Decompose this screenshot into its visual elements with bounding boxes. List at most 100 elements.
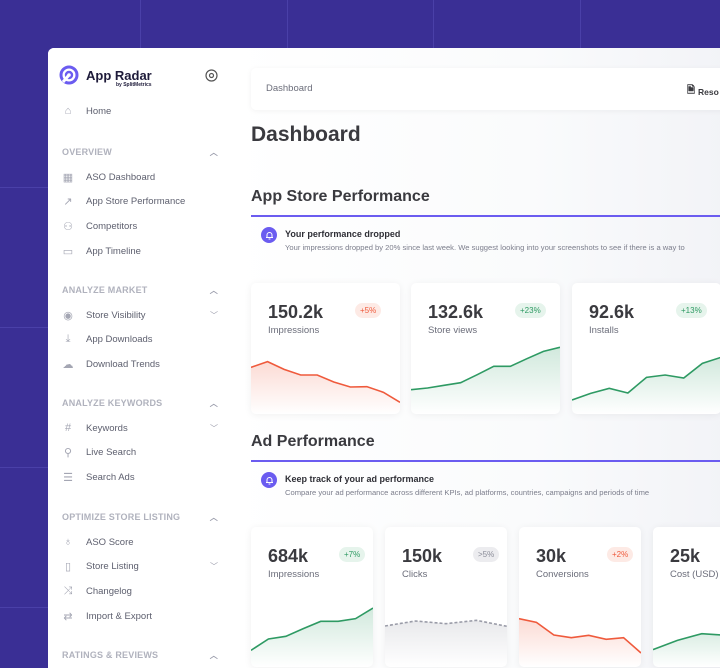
bell-icon [261,227,277,243]
metric-card[interactable]: 30k Conversions +2% [519,527,641,667]
sparkline-line [251,360,400,404]
sidebar-item[interactable]: ◉ Store Visibility ﹀ [62,309,218,322]
change-badge: +2% [607,547,634,562]
change-badge: +7% [339,547,366,562]
sparkline-chart [251,360,400,414]
breadcrumb-bar: Dashboard 🗎 Reso [251,68,720,110]
sparkline-line [519,617,641,654]
sidebar-item[interactable]: ♁ ASO Score [62,536,218,548]
sidebar-section-header[interactable]: OVERVIEW ︿ [62,147,218,158]
chevron-down-icon[interactable]: ﹀ [210,310,218,320]
sparkline-area [653,633,720,667]
metric-value: 30k [536,546,567,566]
clipboard-icon: ▯ [64,561,72,574]
change-badge: +5% [355,303,382,318]
sparkline-area [572,357,720,414]
resources-label: Reso [698,86,719,97]
metric-card[interactable]: 92.6k Installs +13% [572,283,720,414]
sidebar-item-home[interactable]: ⌂ Home [62,105,218,117]
sidebar-item[interactable]: ☰ Search Ads [62,471,218,484]
sparkline-area [251,361,400,414]
grid-icon: ▦ [62,171,74,184]
sidebar-item[interactable]: ▭ App Timeline [62,245,218,258]
sidebar-item-label: Download Trends [86,358,160,370]
section-title: OVERVIEW [62,147,112,157]
metric-value: 684k [268,546,309,566]
search-icon: ⚲ [63,447,73,459]
bell-icon [261,472,277,488]
metric-value: 150k [402,546,443,566]
settings-icon[interactable] [205,69,218,82]
metric-card[interactable]: 684k Impressions +7% [251,527,373,667]
chevron-up-icon[interactable]: ︿ [209,286,218,295]
metric-label: Conversions [536,569,589,580]
chevron-up-icon[interactable]: ︿ [209,148,218,157]
metric-label: Clicks [402,569,428,580]
sparkline-area [519,618,641,667]
sparkline-chart [385,619,507,667]
alert-title: Your performance dropped [285,229,401,239]
sparkline-chart [519,617,641,667]
sidebar-section-header[interactable]: ANALYZE MARKET ︿ [62,285,218,296]
home-icon: ⌂ [64,105,72,117]
breadcrumb[interactable]: Dashboard [266,83,313,94]
sidebar: App Radar by SplitMetrics ⌂ Home OVERVIEW… [48,48,232,668]
sparkline-line [411,346,560,391]
logo-subtitle: by SplitMetrics [116,82,152,88]
app-window: App Radar by SplitMetrics ⌂ Home OVERVIEW… [48,48,720,668]
eye-icon: ◉ [63,309,73,322]
sparkline-chart [411,346,560,414]
bg-grid-line [0,327,48,328]
section-title: ANALYZE MARKET [62,285,148,295]
sidebar-item[interactable]: ▦ ASO Dashboard [62,171,218,184]
sidebar-item[interactable]: ☁ Download Trends [62,358,218,371]
metric-card[interactable]: 150k Clicks >5% [385,527,507,667]
metric-value: 25k [670,546,701,566]
sidebar-item-label: Competitors [86,220,138,232]
sidebar-item[interactable]: ▯ Store Listing ﹀ [62,561,218,573]
logo-title: App Radar [86,68,152,83]
sidebar-item[interactable]: ↗ App Store Performance [62,196,218,208]
chevron-down-icon[interactable]: ﹀ [210,423,218,433]
sidebar-section-header[interactable]: ANALYZE KEYWORDS ︿ [62,398,218,409]
shuffle-icon: ⤨ [63,584,73,597]
sidebar-section-header[interactable]: RATINGS & REVIEWS ︿ [62,650,218,661]
sparkline-line [251,607,373,652]
radar-logo-icon[interactable] [59,65,79,85]
section-title: RATINGS & REVIEWS [62,650,159,660]
sidebar-item[interactable]: # Keywords ﹀ [62,422,218,434]
change-badge: +13% [676,303,707,318]
sidebar-item[interactable]: ⚇ Competitors [62,220,218,233]
sidebar-item[interactable]: ⤓ App Downloads [62,333,218,346]
metric-card[interactable]: 150.2k Impressions +5% [251,283,400,414]
sparkline-area [385,620,507,667]
metric-card[interactable]: 25k Cost (USD) [653,527,720,667]
metric-card[interactable]: 132.6k Store views +23% [411,283,560,414]
sidebar-section-header[interactable]: OPTIMIZE STORE LISTING ︿ [62,512,218,523]
sidebar-item-label: Keywords [86,422,128,434]
sidebar-item[interactable]: ⇄ Import & Export [62,610,218,623]
sidebar-item[interactable]: ⚲ Live Search [62,447,218,459]
sidebar-item-label: Live Search [86,447,137,458]
sidebar-item-label: App Timeline [86,245,141,257]
chevron-up-icon[interactable]: ︿ [209,513,218,522]
alert-text: Compare your ad performance across diffe… [285,488,650,497]
resources-button[interactable]: 🗎 Reso [687,83,719,100]
metric-label: Store views [428,325,478,336]
sidebar-item-label: Store Listing [86,561,139,573]
chevron-up-icon[interactable]: ︿ [209,651,218,660]
cloud-download-icon: ☁ [62,358,74,371]
metric-value: 132.6k [428,302,484,322]
sidebar-item[interactable]: ⤨ Changelog [62,585,218,597]
document-icon: 🗎 [687,85,696,96]
chevron-down-icon[interactable]: ﹀ [210,562,218,572]
metric-label: Impressions [268,569,320,580]
chevron-up-icon[interactable]: ︿ [209,399,218,408]
sidebar-item-label: Home [86,105,112,117]
calendar-icon: ▭ [62,245,74,258]
sidebar-item-label: Search Ads [86,471,135,483]
sidebar-item-label: ASO Dashboard [86,171,156,183]
metric-label: Impressions [268,325,320,336]
sidebar-item-label: Import & Export [86,610,152,622]
sparkline-area [411,347,560,414]
